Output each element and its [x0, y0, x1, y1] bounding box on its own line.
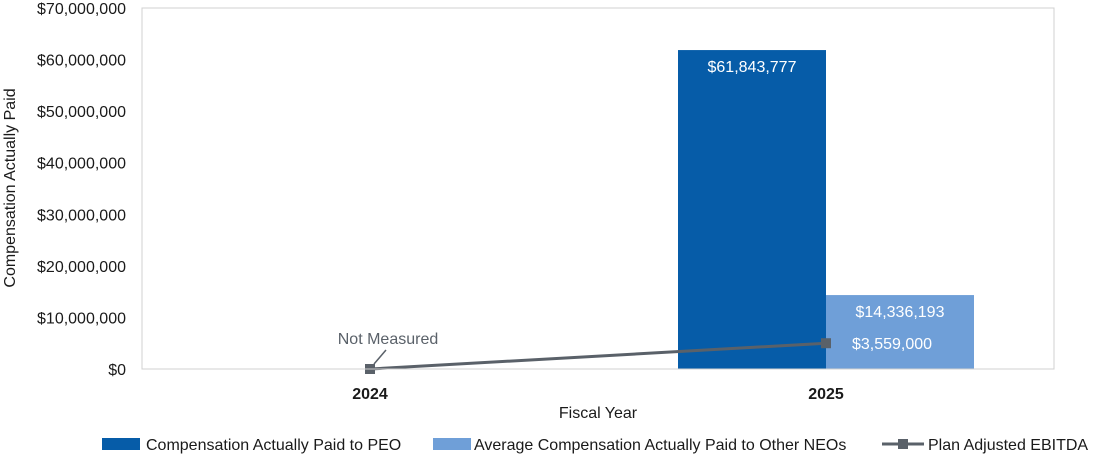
legend-swatch [102, 438, 140, 450]
data-labels: $61,843,777 $14,336,193 Not Measured $3,559… [338, 59, 945, 365]
legend-label: Compensation Actually Paid to PEO [146, 437, 401, 454]
y-tick-label: $40,000,000 [37, 156, 126, 173]
y-tick-label: $70,000,000 [37, 1, 126, 18]
y-axis-ticks: $0 $10,000,000 $20,000,000 $30,000,000 $40,0… [37, 1, 126, 379]
y-tick-label: $20,000,000 [37, 259, 126, 276]
bar-data-label: $61,843,777 [708, 59, 797, 76]
y-tick-label: $60,000,000 [37, 53, 126, 70]
x-tick-label: 2025 [808, 386, 844, 403]
y-tick-label: $0 [108, 362, 126, 379]
ebitda-point [821, 338, 831, 349]
bar-data-label: $14,336,193 [856, 304, 945, 321]
y-tick-label: $50,000,000 [37, 104, 126, 121]
ebitda-line [369, 341, 827, 371]
line-data-label: $3,559,000 [852, 336, 932, 353]
legend-label: Plan Adjusted EBITDA [928, 437, 1088, 454]
x-axis-ticks: 2024 2025 [352, 386, 844, 403]
y-tick-label: $30,000,000 [37, 207, 126, 224]
legend-marker [898, 439, 908, 449]
legend-label: Average Compensation Actually Paid to Ot… [474, 437, 846, 454]
x-axis-title: Fiscal Year [559, 405, 638, 422]
y-tick-label: $10,000,000 [37, 310, 126, 327]
bars [678, 50, 974, 370]
legend: Compensation Actually Paid to PEO Average… [102, 437, 1088, 454]
y-axis-title: Compensation Actually Paid [2, 88, 19, 287]
x-tick-label: 2024 [352, 386, 388, 403]
bar [678, 50, 826, 370]
not-measured-leader [373, 349, 387, 365]
bar [826, 295, 974, 369]
line-data-label: Not Measured [338, 331, 439, 348]
legend-swatch [433, 438, 471, 450]
